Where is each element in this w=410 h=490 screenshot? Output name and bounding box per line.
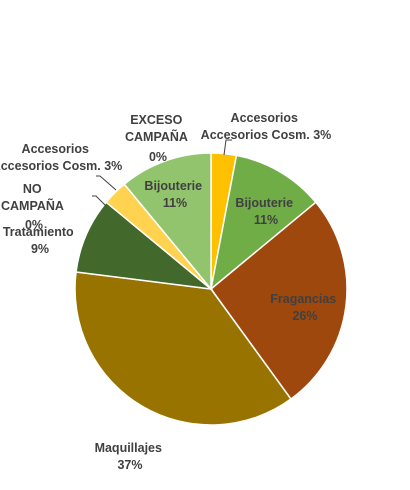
slice-label-accesorios-cosm-left: Accesorios Accesorios Cosm. 3% [0,142,122,173]
label-accesorios-right-line1: Accesorios [231,111,298,125]
pie-slice-bijouterie-1 [209,154,317,291]
slice-label-fragancias: Fragancias 26% [270,292,340,323]
label-exceso-line1: EXCESO [130,113,182,127]
slice-label-exceso-campana: EXCESO CAMPAÑA 0% [125,113,191,164]
label-no-campana-line2: CAMPAÑA [1,198,64,213]
leader-line-accesorios-right [223,139,232,156]
label-accesorios-right-line2: Accesorios Cosm. 3% [201,128,332,142]
pie-slice-bijouterie-8 [123,152,212,292]
slice-label-no-campana: NO CAMPAÑA 0% [1,182,67,232]
label-accesorios-left-line1: Accesorios [22,142,89,156]
leader-lines [92,139,232,207]
slice-label-bijouterie-left: Bijouterie 11% [144,179,205,210]
leader-line-accesorios-left [96,175,117,191]
slice-label-maquillajes: Maquillajes 37% [95,441,166,472]
leader-line-no-campana [92,195,107,207]
label-accesorios-left-line2: Accesorios Cosm. 3% [0,159,122,173]
label-no-campana-line1: NO [23,182,42,196]
pie-slice-fragancias-2 [209,201,348,401]
slice-label-accesorios-cosm-right: Accesorios Accesorios Cosm. 3% [201,111,332,142]
slice-label-tratamiento: Tratamiento 9% [3,225,77,256]
slice-label-bijouterie-right: Bijouterie 11% [235,196,296,227]
label-exceso-line2: CAMPAÑA [125,129,188,144]
pie-slice-maquillajes-3 [74,271,292,426]
pie-slices [74,152,348,426]
slice-labels: Accesorios Accesorios Cosm. 3% Bijouteri… [0,111,340,472]
